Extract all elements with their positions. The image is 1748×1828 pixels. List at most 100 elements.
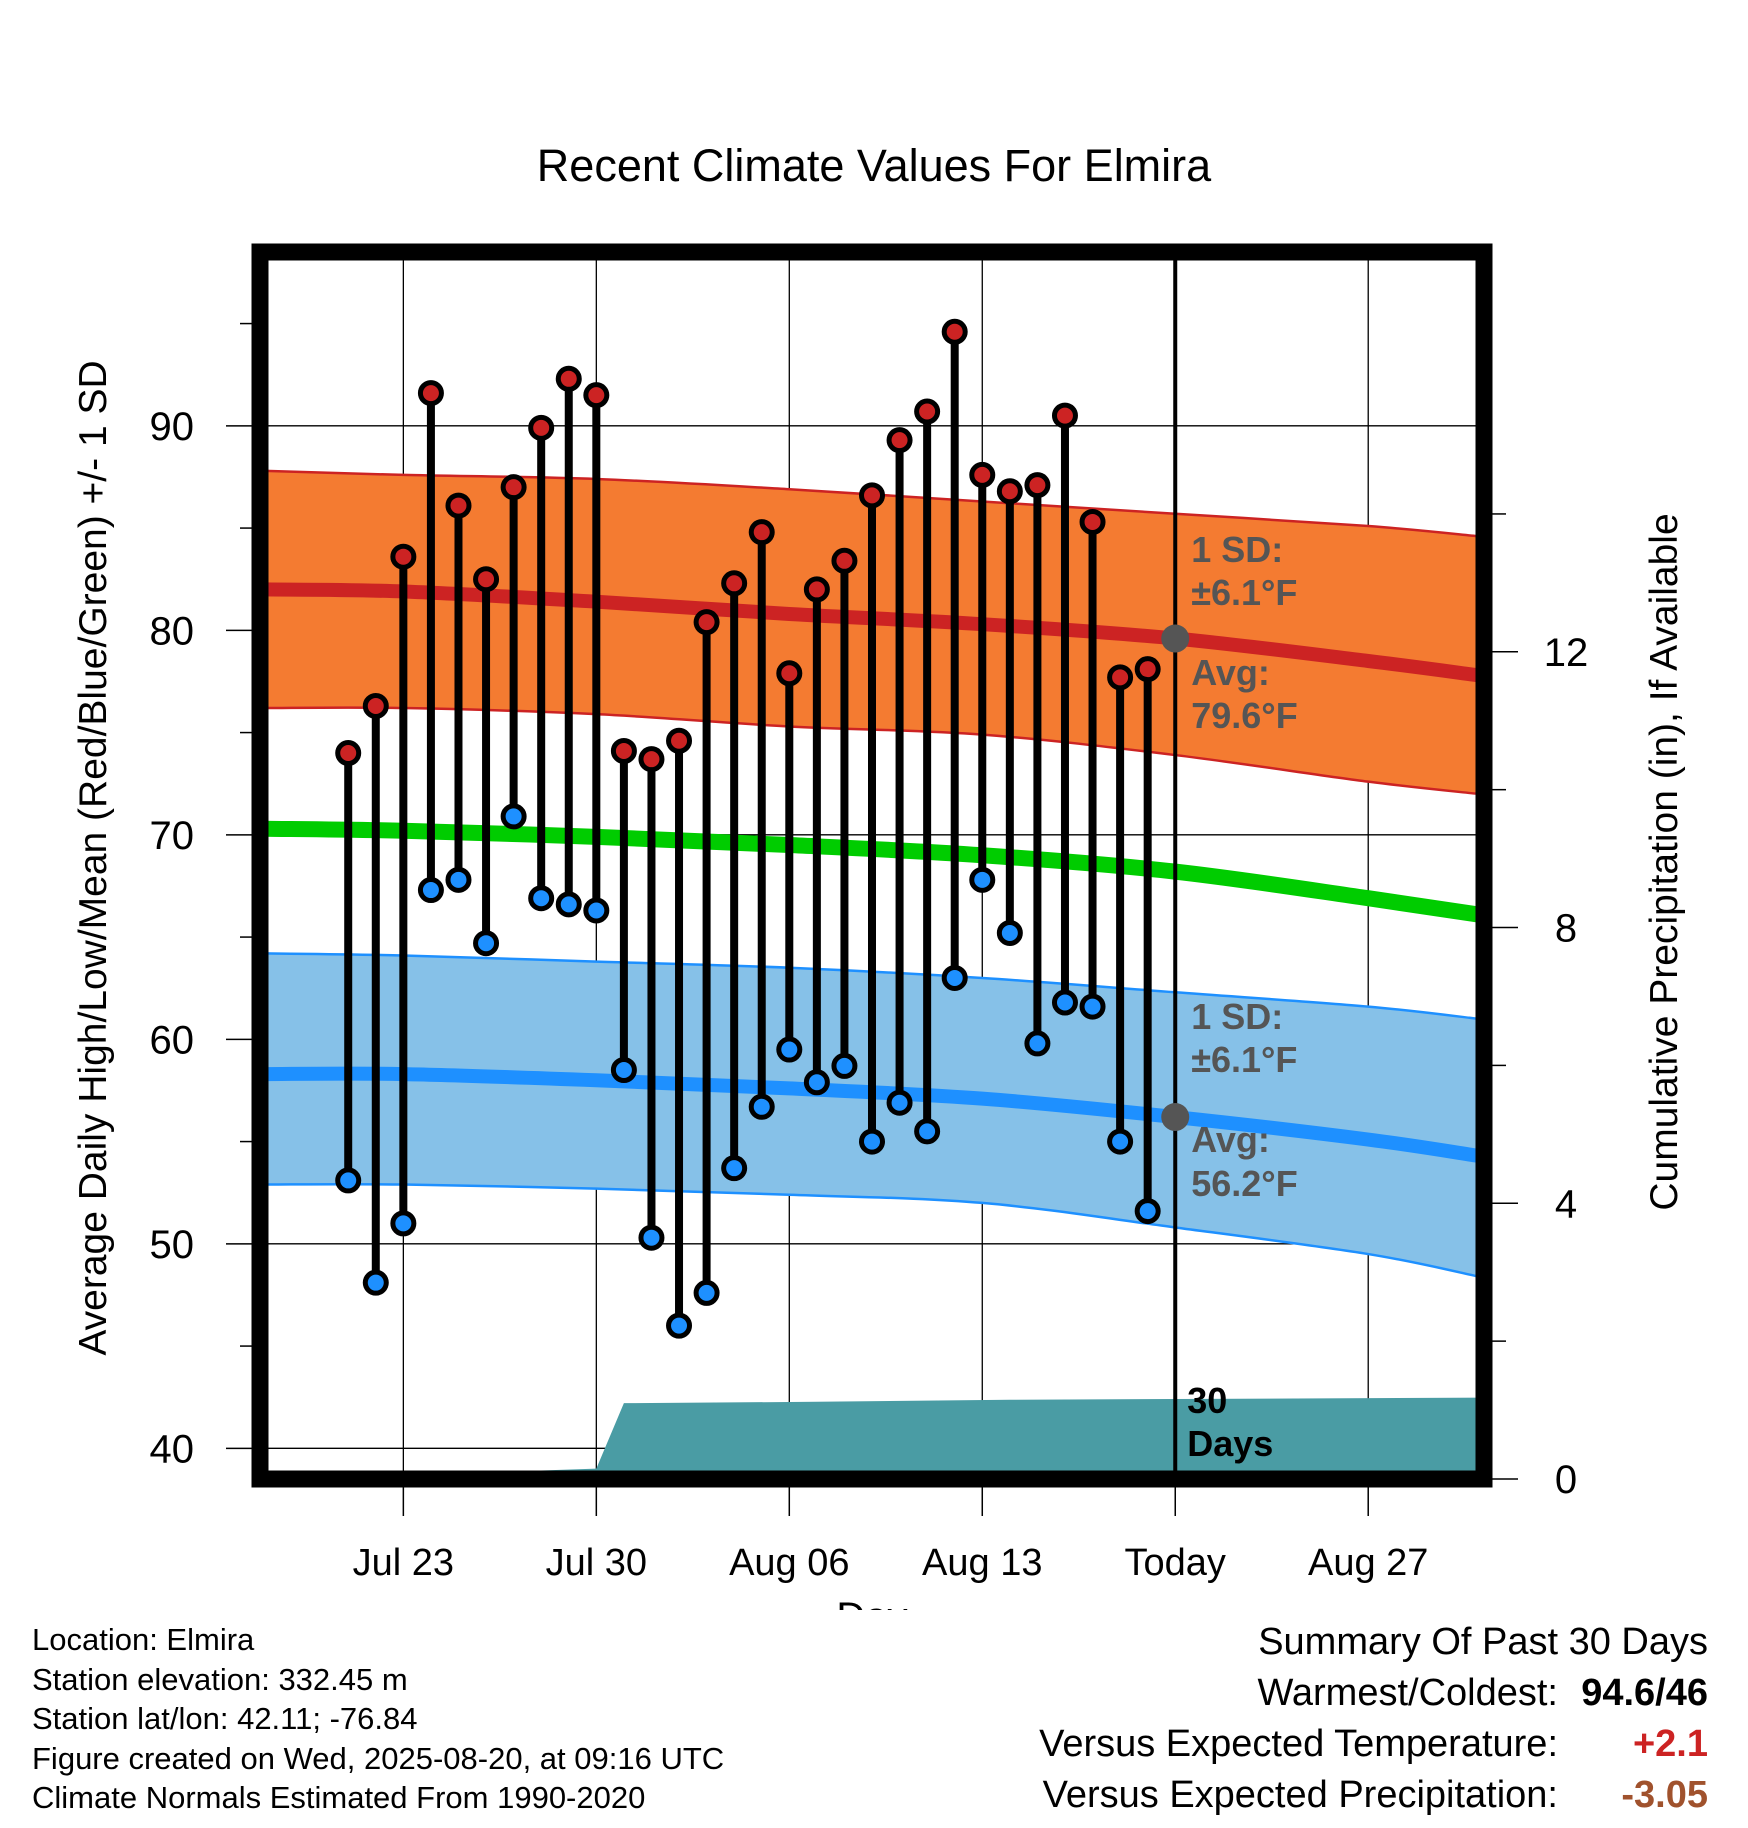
obs-high-point <box>969 461 996 488</box>
obs-low-point <box>362 1269 389 1296</box>
today-days-number: 30 <box>1187 1380 1227 1421</box>
obs-high-point <box>528 414 555 441</box>
high-normal-line <box>265 582 1480 683</box>
created-text: Figure created on Wed, 2025-08-20, at 09… <box>32 1740 725 1776</box>
obs-low-point <box>1107 1128 1134 1155</box>
observed-temperatures <box>335 318 1190 1339</box>
chart-title: Recent Climate Values For Elmira <box>537 140 1212 191</box>
obs-high-point <box>1024 472 1051 499</box>
obs-high-point <box>721 570 748 597</box>
obs-low-point <box>638 1224 665 1251</box>
temp-label: Versus Expected Temperature: <box>1039 1723 1558 1765</box>
low-sd-band-lower-edge <box>265 1182 1479 1278</box>
summary-title: Summary Of Past 30 Days <box>1258 1621 1708 1663</box>
obs-high-point <box>1134 656 1161 683</box>
y-right-tick-label: 8 <box>1555 907 1577 951</box>
low-sd-band-upper-edge <box>265 952 1479 1021</box>
obs-low-point <box>1079 993 1106 1020</box>
obs-low-point <box>859 1128 885 1155</box>
obs-high-point <box>362 692 389 719</box>
obs-low-point <box>748 1093 775 1120</box>
obs-high-point <box>748 519 775 546</box>
y-left-tick-label: 40 <box>150 1427 195 1471</box>
y-left-tick-label: 70 <box>150 814 195 858</box>
warmest-label: Warmest/Coldest: <box>1257 1672 1558 1714</box>
obs-high-point <box>610 737 637 764</box>
obs-low-point <box>1051 989 1078 1016</box>
y-right-tick-label: 0 <box>1555 1458 1577 1502</box>
x-tick-label: Aug 06 <box>729 1542 849 1584</box>
obs-low-point <box>666 1312 693 1339</box>
summary-precip-row: Versus Expected Precipitation: -3.05 <box>1039 1770 1708 1821</box>
y-axis-left-label: Average Daily High/Low/Mean (Red/Blue/Gr… <box>72 360 115 1355</box>
obs-high-point <box>417 380 444 407</box>
temp-value: +2.1 <box>1632 1723 1708 1765</box>
x-axis-label: Day <box>836 1595 907 1610</box>
summary-panel: Summary Of Past 30 Days Warmest/Coldest:… <box>1039 1617 1708 1821</box>
obs-low-point <box>996 919 1023 946</box>
obs-low-point <box>693 1279 720 1306</box>
warmest-value: 94.6/46 <box>1581 1672 1708 1714</box>
obs-high-point <box>638 746 665 773</box>
obs-high-point <box>831 547 858 574</box>
low-normal-line <box>265 1066 1480 1163</box>
x-tick-label: Jul 23 <box>353 1542 454 1584</box>
obs-low-point <box>610 1057 637 1083</box>
obs-high-point <box>693 609 720 636</box>
y-left-tick-label: 80 <box>150 609 195 653</box>
high-avg-title: Avg: <box>1191 652 1270 693</box>
low-avg-title: Avg: <box>1191 1119 1270 1160</box>
obs-high-point <box>666 727 693 754</box>
obs-high-point <box>996 478 1023 505</box>
obs-high-point <box>583 382 610 409</box>
obs-low-point <box>886 1089 913 1116</box>
climate-chart: Recent Climate Values For Elmira 40 50 60 7… <box>72 140 1686 1610</box>
obs-low-point <box>583 897 610 924</box>
axes: 40 50 60 70 80 90 0 4 8 12 Jul 23 Jul 30 Aug 06 Aug 1… <box>150 322 1589 1584</box>
today-days-word: Days <box>1187 1423 1273 1464</box>
obs-high-point <box>776 660 803 687</box>
y-right-tick-label: 12 <box>1544 631 1589 675</box>
plot-frame <box>251 243 1493 1488</box>
obs-high-point <box>886 427 913 454</box>
low-sd-value: ±6.1°F <box>1191 1039 1297 1080</box>
y-left-tick-label: 50 <box>150 1223 195 1267</box>
obs-high-point <box>555 365 582 392</box>
normals-text: Climate Normals Estimated From 1990-2020 <box>32 1780 646 1815</box>
y-left-tick-label: 60 <box>150 1018 195 1062</box>
obs-low-point <box>969 866 996 893</box>
obs-low-point <box>445 866 472 893</box>
obs-low-point <box>1024 1030 1051 1057</box>
high-sd-title: 1 SD: <box>1191 529 1283 570</box>
high-sd-band-lower-edge <box>265 706 1479 796</box>
obs-low-point <box>721 1155 748 1182</box>
latlon-text: Station lat/lon: 42.11; -76.84 <box>32 1701 418 1736</box>
x-tick-label: Aug 27 <box>1308 1542 1428 1584</box>
today-low-avg-marker <box>1161 1103 1190 1132</box>
obs-high-point <box>914 398 941 425</box>
obs-low-point <box>335 1167 362 1194</box>
obs-low-point <box>1134 1198 1161 1225</box>
obs-low-point <box>776 1036 803 1063</box>
precipitation-area <box>260 1397 1484 1479</box>
obs-low-point <box>831 1052 858 1079</box>
obs-low-point <box>528 885 555 912</box>
obs-high-point <box>445 492 472 519</box>
high-sd-value: ±6.1°F <box>1191 572 1297 613</box>
obs-low-point <box>914 1118 941 1145</box>
summary-temp-row: Versus Expected Temperature: +2.1 <box>1039 1719 1708 1770</box>
obs-high-point <box>1079 508 1106 535</box>
obs-low-point <box>417 877 444 904</box>
x-tick-label: Jul 30 <box>546 1542 647 1584</box>
precip-value: -3.05 <box>1621 1774 1708 1816</box>
elevation-text: Station elevation: 332.45 m <box>32 1661 408 1697</box>
location-text: Location: Elmira <box>32 1622 255 1657</box>
obs-low-point <box>555 891 582 918</box>
obs-low-point <box>941 964 968 991</box>
y-axis-right-label: Cumulative Precipitation (in), If Availa… <box>1643 513 1686 1210</box>
station-info: Location: Elmira Station elevation: 332.… <box>32 1620 724 1818</box>
high-avg-value: 79.6°F <box>1191 695 1297 736</box>
precip-label: Versus Expected Precipitation: <box>1042 1774 1558 1816</box>
obs-high-point <box>803 576 830 603</box>
